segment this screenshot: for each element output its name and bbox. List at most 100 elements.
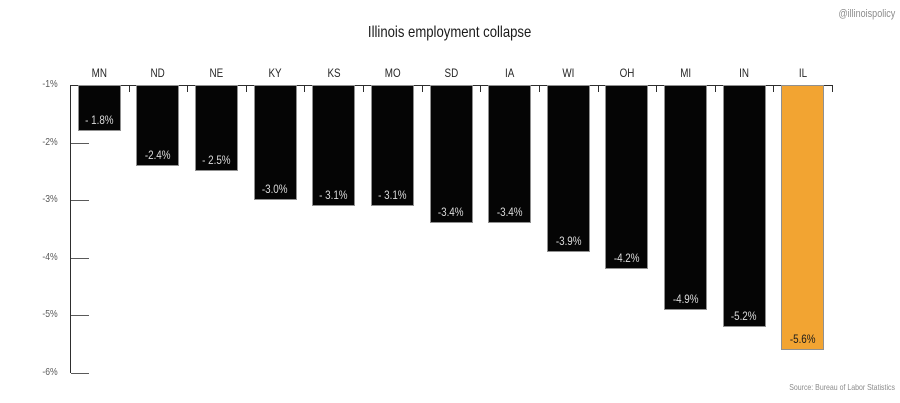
x-axis-label-ND-text: ND: [150, 66, 166, 80]
x-axis-label-MI-text: MI: [679, 66, 691, 80]
x-axis-label-MN: MN: [70, 66, 129, 80]
bar-value-label-SD-text: -3.4%: [438, 205, 464, 220]
x-axis-label-IA-text: IA: [504, 66, 515, 80]
y-axis-line: [70, 85, 71, 373]
bar-value-label-IL: -5.6%: [782, 332, 823, 346]
bar-value-label-IN-text: -5.2%: [731, 308, 757, 323]
x-axis-label-SD-text: SD: [444, 66, 458, 80]
x-axis-label-KY: KY: [246, 66, 305, 80]
twitter-handle-text: @illinoispolicy: [838, 8, 895, 20]
bar-value-label-KY: -3.0%: [255, 182, 296, 196]
x-axis-tick: [480, 85, 482, 92]
x-axis-tick: [714, 85, 716, 92]
bar-value-label-IN: -5.2%: [724, 309, 765, 323]
bar-KY: -3.0%: [253, 85, 297, 201]
x-axis-label-OH: OH: [598, 66, 657, 80]
x-axis-label-IN-text: IN: [739, 66, 749, 80]
x-axis-label-WI-text: WI: [562, 66, 575, 80]
bar-value-label-MN-text: - 1.8%: [85, 113, 114, 128]
chart-title-text: Illinois employment collapse: [368, 24, 532, 41]
bar-MN: - 1.8%: [77, 85, 121, 132]
y-axis-tick: [71, 257, 89, 259]
x-axis-tick: [597, 85, 599, 92]
y-axis-tick-label-text: -5%: [42, 308, 58, 321]
y-axis-tick-label: -3%: [0, 193, 58, 205]
x-axis-tick: [832, 85, 833, 92]
bar-OH: -4.2%: [605, 85, 649, 270]
y-axis-tick-label: -5%: [0, 308, 58, 320]
bar-value-label-IA: -3.4%: [489, 205, 530, 219]
bar-value-label-ND-text: -2.4%: [145, 147, 171, 162]
x-axis-tick: [538, 85, 540, 92]
x-axis-label-KY-text: KY: [268, 66, 282, 80]
bar-IL: -5.6%: [781, 85, 825, 350]
y-axis-tick-label: -4%: [0, 251, 58, 263]
bar-MO: - 3.1%: [370, 85, 414, 206]
bar-value-label-SD: -3.4%: [431, 205, 472, 219]
x-axis-label-KS: KS: [304, 66, 363, 80]
x-axis-tick: [773, 85, 775, 92]
bar-value-label-NE: - 2.5%: [196, 153, 237, 167]
y-axis-tick: [71, 200, 89, 202]
bar-value-label-OH-text: -4.2%: [613, 251, 640, 266]
bar-value-label-ND: -2.4%: [137, 148, 178, 162]
chart-title: Illinois employment collapse: [0, 24, 900, 42]
x-axis-label-OH-text: OH: [619, 66, 635, 80]
x-axis-label-SD: SD: [422, 66, 481, 80]
x-axis-label-MN-text: MN: [91, 66, 107, 80]
y-axis-tick-label: -6%: [0, 366, 58, 378]
twitter-handle: @illinoispolicy: [826, 8, 895, 20]
bar-SD: -3.4%: [429, 85, 473, 224]
y-axis-tick-label: -1%: [0, 78, 58, 90]
bar-value-label-WI-text: -3.9%: [555, 234, 582, 249]
x-axis-label-IL-text: IL: [798, 66, 807, 80]
x-axis-label-IL: IL: [773, 66, 832, 80]
y-axis-tick: [71, 142, 89, 144]
bar-value-label-MN: - 1.8%: [79, 113, 120, 127]
x-axis-label-NE: NE: [187, 66, 246, 80]
bar-value-label-IA-text: -3.4%: [496, 205, 523, 220]
x-axis-tick: [421, 85, 423, 92]
source-attribution: Source: Bureau of Labor Statistics: [766, 382, 895, 392]
bar-value-label-MI-text: -4.9%: [672, 291, 699, 306]
bar-MI: -4.9%: [663, 85, 707, 310]
y-axis-tick-label-text: -1%: [42, 78, 58, 90]
bar-IN: -5.2%: [722, 85, 766, 327]
bar-IA: -3.4%: [488, 85, 532, 224]
y-axis-tick-label-text: -4%: [42, 250, 58, 263]
source-attribution-text: Source: Bureau of Labor Statistics: [789, 382, 895, 392]
x-axis-label-KS-text: KS: [327, 66, 341, 80]
x-axis-tick: [656, 85, 658, 92]
bar-NE: - 2.5%: [195, 85, 239, 172]
x-axis-label-ND: ND: [129, 66, 188, 80]
x-axis-label-MO: MO: [363, 66, 422, 80]
x-axis-tick: [245, 85, 247, 92]
y-axis-tick-label: -2%: [0, 136, 58, 148]
x-axis-label-WI: WI: [539, 66, 598, 80]
bar-value-label-WI: -3.9%: [548, 234, 589, 248]
bar-ND: -2.4%: [136, 85, 180, 166]
bar-value-label-MO: - 3.1%: [372, 188, 413, 202]
bar-value-label-KS: - 3.1%: [313, 188, 354, 202]
x-axis-tick: [363, 85, 365, 92]
bar-WI: -3.9%: [546, 85, 590, 253]
y-axis-tick: [71, 373, 89, 374]
bar-value-label-MI: -4.9%: [665, 292, 706, 306]
bar-value-label-NE-text: - 2.5%: [202, 153, 231, 168]
bar-value-label-KY-text: -3.0%: [262, 182, 288, 197]
y-axis-tick-label-text: -3%: [42, 193, 58, 206]
x-axis-tick: [128, 85, 130, 92]
y-axis-tick-label-text: -6%: [42, 366, 58, 378]
bar-KS: - 3.1%: [312, 85, 356, 206]
bar-value-label-KS-text: - 3.1%: [319, 187, 348, 202]
bar-value-label-IL-text: -5.6%: [789, 331, 816, 346]
bar-value-label-MO-text: - 3.1%: [378, 187, 407, 202]
x-axis-label-MO-text: MO: [384, 66, 401, 80]
x-axis-label-IN: IN: [715, 66, 774, 80]
x-axis-label-IA: IA: [480, 66, 539, 80]
x-axis-tick: [187, 85, 189, 92]
x-axis-label-NE-text: NE: [209, 66, 224, 80]
x-axis-label-MI: MI: [656, 66, 715, 80]
